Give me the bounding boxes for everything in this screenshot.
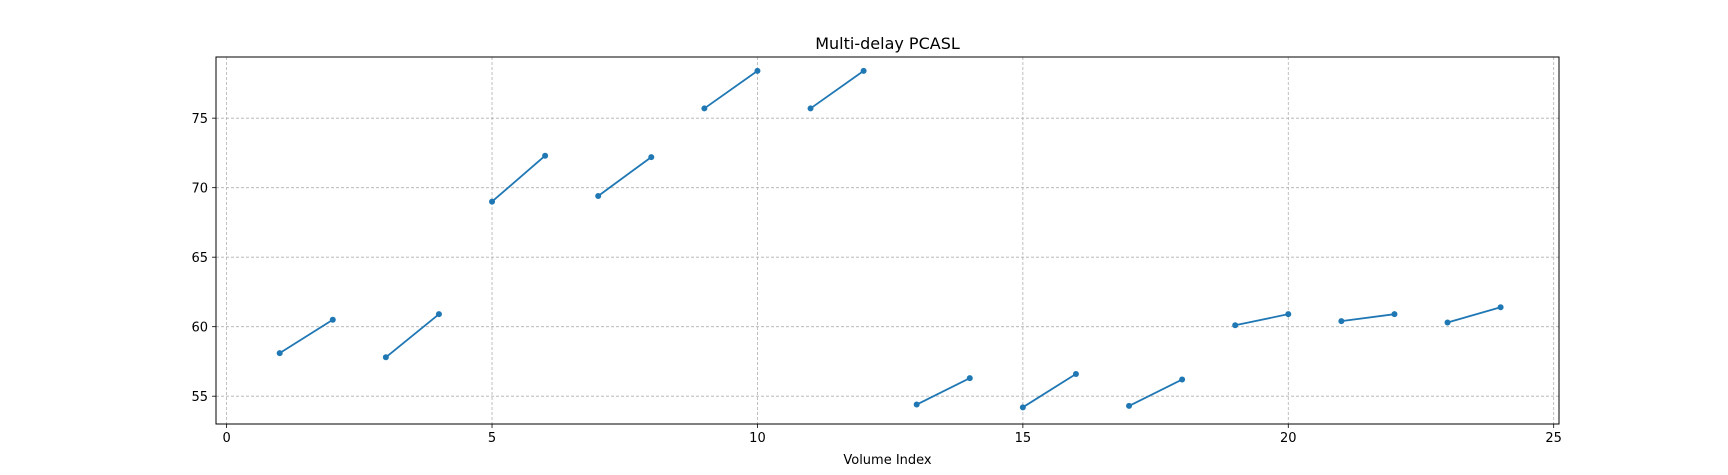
data-point (276, 350, 283, 357)
data-point (489, 198, 496, 205)
data-point (1285, 311, 1292, 318)
data-point (595, 193, 602, 200)
data-point (913, 401, 920, 408)
series-segment (810, 70, 865, 110)
data-point (435, 311, 442, 318)
data-point (754, 67, 761, 74)
data-point (860, 67, 867, 74)
data-point (1497, 304, 1504, 311)
series-segment (279, 318, 334, 354)
series-segment (597, 156, 652, 197)
data-point (1072, 370, 1079, 377)
data-point (329, 316, 336, 323)
x-tick-label: 15 (1015, 431, 1032, 446)
data-point (807, 105, 814, 112)
grid-layer (216, 57, 1559, 424)
series-segment (491, 155, 546, 203)
y-tick-label: 70 (191, 182, 208, 197)
data-point (1019, 404, 1026, 411)
series-segment (703, 70, 758, 110)
x-tick-label: 20 (1280, 431, 1297, 446)
data-point (1338, 318, 1345, 325)
data-point (1232, 322, 1239, 329)
y-tick-label: 65 (191, 251, 208, 266)
series-segment (916, 377, 971, 406)
data-point (1126, 402, 1133, 409)
data-point (648, 154, 655, 161)
series-segment (1341, 313, 1395, 323)
series-segment (1128, 378, 1183, 407)
data-point (966, 375, 973, 382)
series-segment (385, 313, 440, 358)
tick-layer: 0 5 10 15 20 25 55 60 65 70 75 (191, 112, 1562, 446)
series-segment (1235, 313, 1289, 327)
data-point (1179, 376, 1186, 383)
y-tick-label: 75 (191, 112, 208, 127)
x-tick-label: 25 (1545, 431, 1562, 446)
chart-title: Multi-delay PCASL (815, 34, 960, 53)
data-point (542, 152, 549, 159)
x-tick-label: 0 (222, 431, 230, 446)
y-tick-label: 55 (191, 390, 208, 405)
series-segment (1447, 306, 1501, 324)
x-tick-label: 5 (488, 431, 496, 446)
data-point (701, 105, 708, 112)
plot-frame (215, 56, 1560, 425)
data-point (1444, 319, 1451, 326)
y-tick-label: 60 (191, 321, 208, 336)
data-point (1391, 311, 1398, 318)
data-point (382, 354, 389, 361)
x-tick-label: 10 (749, 431, 766, 446)
data-layer (276, 67, 1504, 411)
x-axis-label: Volume Index (843, 453, 932, 468)
series-segment (1022, 373, 1077, 409)
